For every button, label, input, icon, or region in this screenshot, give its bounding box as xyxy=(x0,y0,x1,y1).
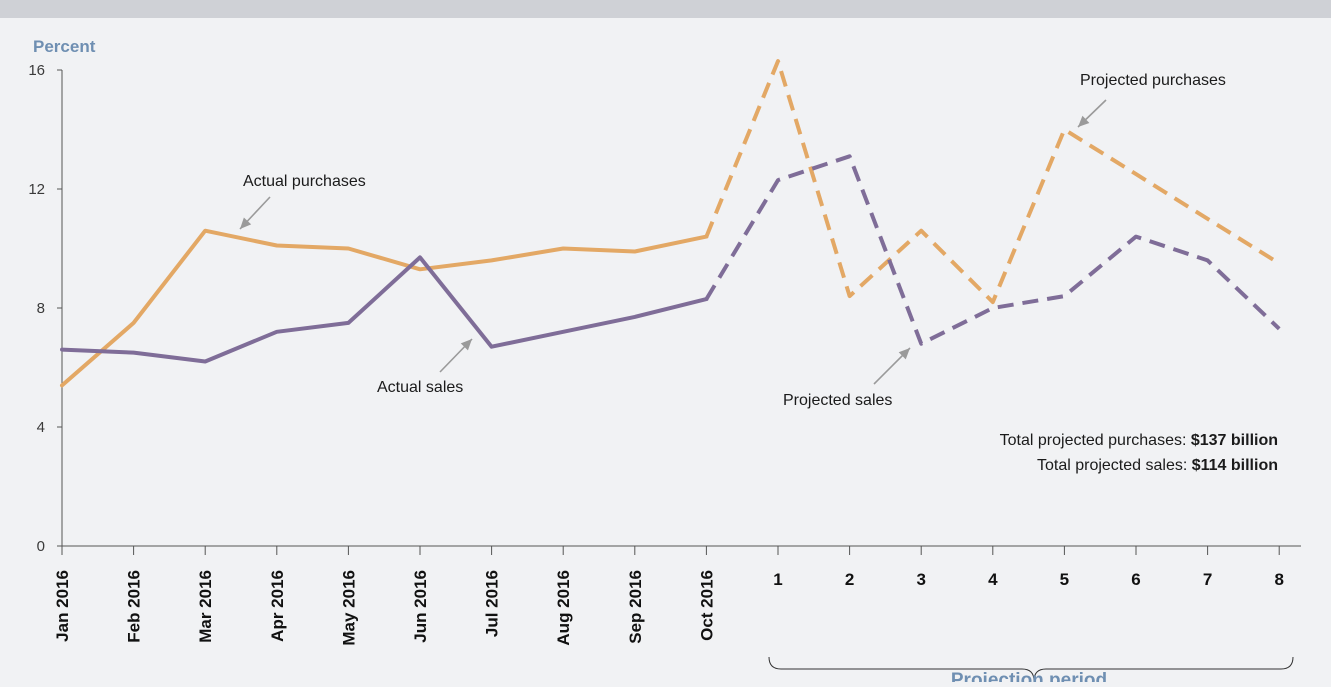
x-tick-label: Sep 2016 xyxy=(626,570,645,644)
y-tick-label: 16 xyxy=(28,62,45,79)
arrow-actual-purchases xyxy=(239,196,271,230)
annotation-projected-purchases: Projected purchases xyxy=(1080,72,1226,89)
total-sales-value: $114 billion xyxy=(1192,457,1278,474)
x-tick-label: Oct 2016 xyxy=(697,570,716,641)
total-projected-sales: Total projected sales: $114 billion xyxy=(1037,457,1278,474)
total-purchases-label: Total projected purchases: xyxy=(1000,432,1191,449)
x-tick-label: 6 xyxy=(1131,570,1140,589)
x-tick-label: Apr 2016 xyxy=(268,570,287,642)
y-tick-label: 4 xyxy=(37,419,45,436)
x-tick-label: 2 xyxy=(845,570,854,589)
series-actual-sales xyxy=(60,255,709,364)
total-projected-purchases: Total projected purchases: $137 billion xyxy=(1000,432,1278,449)
x-tick-label: 5 xyxy=(1060,570,1069,589)
x-tick-label: Aug 2016 xyxy=(554,570,573,646)
arrow-projected-purchases xyxy=(1077,99,1107,128)
arrow-layer xyxy=(239,99,1107,385)
x-tick-label: 4 xyxy=(988,570,998,589)
annotation-projected-sales: Projected sales xyxy=(783,392,892,409)
series-actual-purchases xyxy=(60,228,709,388)
x-tick-label: Jul 2016 xyxy=(483,570,502,637)
y-tick-label: 8 xyxy=(37,300,45,317)
x-tick-label: 7 xyxy=(1203,570,1212,589)
annotation-actual-sales: Actual sales xyxy=(377,379,463,396)
y-tick-label: 12 xyxy=(28,181,45,198)
x-tick-label: Mar 2016 xyxy=(196,570,215,643)
projection-period-label: Projection period xyxy=(951,670,1107,682)
series-projected-sales xyxy=(704,154,1281,346)
arrow-projected-sales xyxy=(873,347,911,385)
y-tick-label: 0 xyxy=(37,538,45,555)
arrow-actual-sales xyxy=(439,338,473,373)
x-tick-label: Jan 2016 xyxy=(53,570,72,642)
x-tick-label: 8 xyxy=(1274,570,1283,589)
y-axis-label: Percent xyxy=(33,37,96,56)
series-layer xyxy=(60,59,1281,388)
top-band xyxy=(0,0,1331,18)
x-tick-label: 1 xyxy=(773,570,782,589)
total-sales-label: Total projected sales: xyxy=(1037,457,1192,474)
axes xyxy=(57,69,1301,555)
x-tick-label: Jun 2016 xyxy=(411,570,430,643)
x-tick-label: May 2016 xyxy=(339,570,358,646)
total-purchases-value: $137 billion xyxy=(1191,432,1278,449)
x-tick-label: Feb 2016 xyxy=(125,570,144,643)
x-tick-label: 3 xyxy=(916,570,925,589)
annotation-actual-purchases: Actual purchases xyxy=(243,173,366,190)
series-projected-purchases xyxy=(704,59,1281,305)
projection-period-brace xyxy=(768,656,1294,682)
